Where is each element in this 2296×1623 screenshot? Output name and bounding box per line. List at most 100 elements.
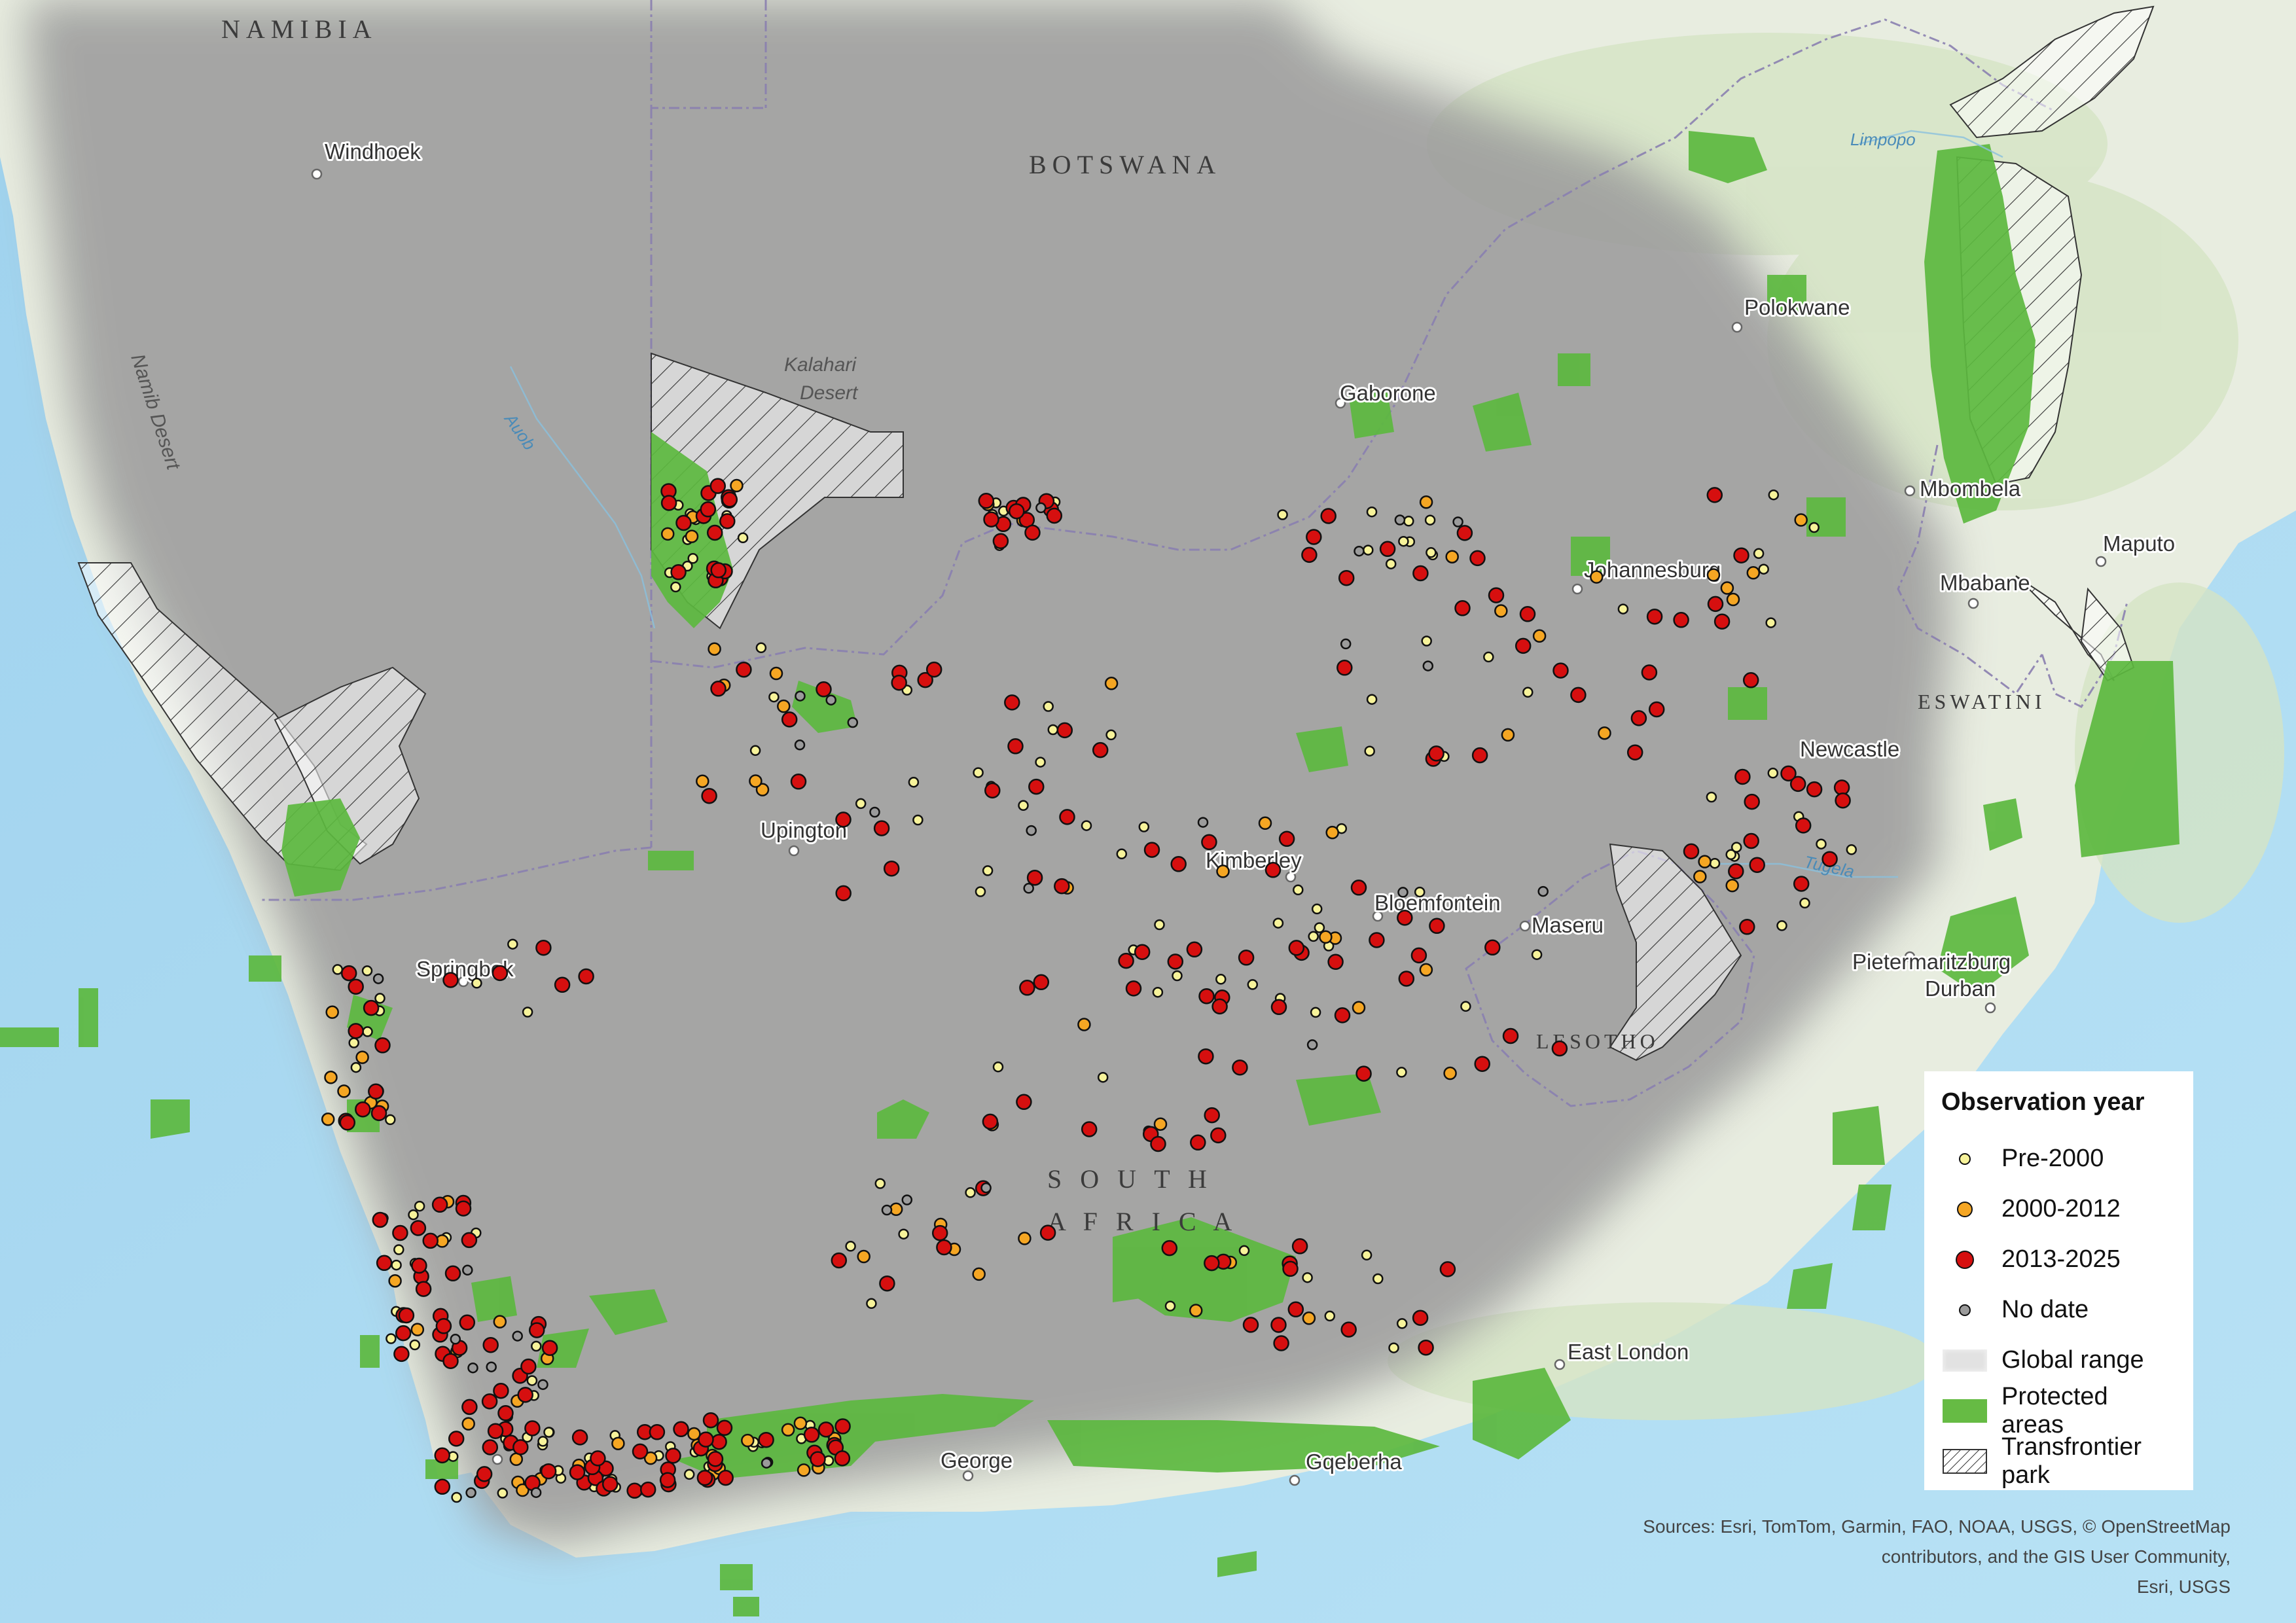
feature-label-kalahari: Kalahari (784, 354, 857, 376)
observation-point-2013-2025 (1198, 988, 1215, 1005)
observation-point-2013-2025 (410, 1220, 427, 1236)
observation-point-2000-2012 (1189, 1304, 1203, 1317)
observation-point-2000-2012 (741, 1433, 755, 1448)
observation-point-2013-2025 (368, 1083, 384, 1100)
observation-point-pre-2000 (1116, 848, 1128, 860)
city-label-bloemfontein: Bloemfontein (1374, 891, 1501, 915)
observation-point-pre-2000 (385, 1114, 396, 1126)
observation-point-2000-2012 (708, 642, 721, 656)
observation-point-2000-2012 (611, 1436, 625, 1450)
observation-point-2013-2025 (398, 1307, 415, 1324)
observation-point-pre-2000 (1421, 635, 1432, 647)
observation-point-no-date (465, 1487, 476, 1499)
observation-point-2013-2025 (512, 1439, 529, 1455)
observation-point-2000-2012 (1104, 677, 1119, 690)
observation-point-pre-2000 (1366, 694, 1378, 705)
observation-point-no-date (1340, 638, 1352, 650)
observation-point-2013-2025 (1026, 869, 1043, 886)
legend-symbol-2013-2025 (1941, 1245, 1988, 1274)
observation-point-2013-2025 (1418, 1339, 1434, 1356)
observation-point-2013-2025 (710, 681, 726, 697)
observation-point-pre-2000 (1706, 791, 1717, 803)
observation-point-2013-2025 (376, 1255, 393, 1272)
observation-point-pre-2000 (687, 553, 698, 564)
observation-point-2013-2025 (1728, 863, 1744, 880)
observation-point-2013-2025 (1167, 954, 1184, 970)
map-legend: Observation year Pre-2000 2000-2012 2013… (1924, 1071, 2193, 1490)
observation-point-pre-2000 (1238, 1245, 1250, 1257)
observation-point-2013-2025 (1186, 941, 1203, 958)
observation-point-2013-2025 (455, 1200, 472, 1217)
observation-point-pre-2000 (1047, 724, 1059, 736)
observation-point-2013-2025 (626, 1482, 643, 1499)
observation-point-pre-2000 (1403, 516, 1414, 527)
observation-point-no-date (1197, 817, 1209, 828)
observation-point-pre-2000 (361, 965, 373, 976)
observation-point-pre-2000 (1277, 509, 1288, 520)
observation-point-2013-2025 (665, 1448, 681, 1464)
observation-point-pre-2000 (348, 1037, 359, 1048)
observation-point-no-date (1394, 514, 1406, 526)
observation-point-pre-2000 (1311, 903, 1323, 915)
observation-point-pre-2000 (1414, 886, 1426, 898)
city-markers (311, 168, 2107, 1486)
legend-label-no-date: No date (2001, 1296, 2089, 1323)
observation-point-no-date (761, 1457, 772, 1469)
observation-point-2000-2012 (1532, 629, 1547, 643)
observation-point-pre-2000 (1272, 918, 1284, 929)
observation-point-pre-2000 (1808, 522, 1820, 533)
observation-point-2013-2025 (790, 774, 807, 790)
observation-point-2000-2012 (1706, 568, 1721, 582)
observation-point-pre-2000 (1396, 1067, 1407, 1078)
observation-point-2013-2025 (476, 1466, 493, 1482)
observation-point-pre-2000 (855, 798, 867, 810)
observation-point-pre-2000 (1768, 489, 1780, 501)
observation-point-2013-2025 (1454, 600, 1471, 616)
observation-point-2000-2012 (1794, 513, 1808, 527)
observation-point-pre-2000 (670, 581, 681, 593)
observation-point-pre-2000 (332, 964, 344, 975)
rivers (509, 130, 2003, 878)
observation-point-pre-2000 (1154, 919, 1165, 931)
observation-point-2013-2025 (649, 1424, 666, 1440)
observation-point-2013-2025 (659, 1472, 676, 1488)
observation-point-2013-2025 (448, 1431, 465, 1447)
observation-point-2013-2025 (435, 1318, 452, 1334)
observation-point-pre-2000 (531, 1340, 542, 1352)
observation-point-pre-2000 (1152, 986, 1164, 998)
observation-point-2000-2012 (1726, 592, 1740, 607)
observation-point-2013-2025 (1327, 954, 1344, 971)
observation-point-2013-2025 (1046, 507, 1063, 524)
city-label-pietermaritzburg: Pietermaritzburg (1852, 950, 2011, 974)
observation-point-pre-2000 (973, 767, 984, 778)
observation-point-pre-2000 (874, 1178, 886, 1189)
observation-point-2013-2025 (393, 1346, 410, 1363)
observation-point-2000-2012 (1445, 550, 1459, 563)
observation-point-2013-2025 (1242, 1317, 1259, 1333)
legend-label-transfrontier-park: Transfrontier park (2001, 1433, 2142, 1489)
observation-point-2013-2025 (1125, 980, 1142, 997)
observation-point-no-date (1306, 1039, 1318, 1050)
observation-point-2013-2025 (528, 1322, 545, 1338)
observation-point-2013-2025 (374, 1037, 391, 1054)
observation-point-2013-2025 (1287, 1301, 1304, 1318)
observation-point-2013-2025 (1278, 830, 1295, 847)
observation-point-2000-2012 (1419, 963, 1433, 977)
observation-point-2000-2012 (1302, 1311, 1316, 1325)
observation-point-2013-2025 (1471, 747, 1488, 764)
legend-label-pre-2000: Pre-2000 (2001, 1145, 2104, 1172)
observation-point-pre-2000 (992, 1061, 1004, 1073)
country-label-namibia: NAMIBIA (221, 14, 378, 44)
observation-point-2000-2012 (337, 1084, 351, 1098)
observation-point-2013-2025 (1054, 878, 1070, 895)
observation-point-pre-2000 (1081, 820, 1092, 831)
observation-point-pre-2000 (898, 1228, 909, 1240)
observation-point-2013-2025 (571, 1429, 588, 1446)
observation-point-no-date (372, 973, 384, 984)
observation-point-2000-2012 (1258, 816, 1272, 830)
observation-point-pre-2000 (1753, 548, 1765, 560)
observation-point-2013-2025 (702, 1412, 719, 1429)
observation-point-pre-2000 (1426, 547, 1437, 558)
observation-point-2013-2025 (675, 514, 692, 531)
